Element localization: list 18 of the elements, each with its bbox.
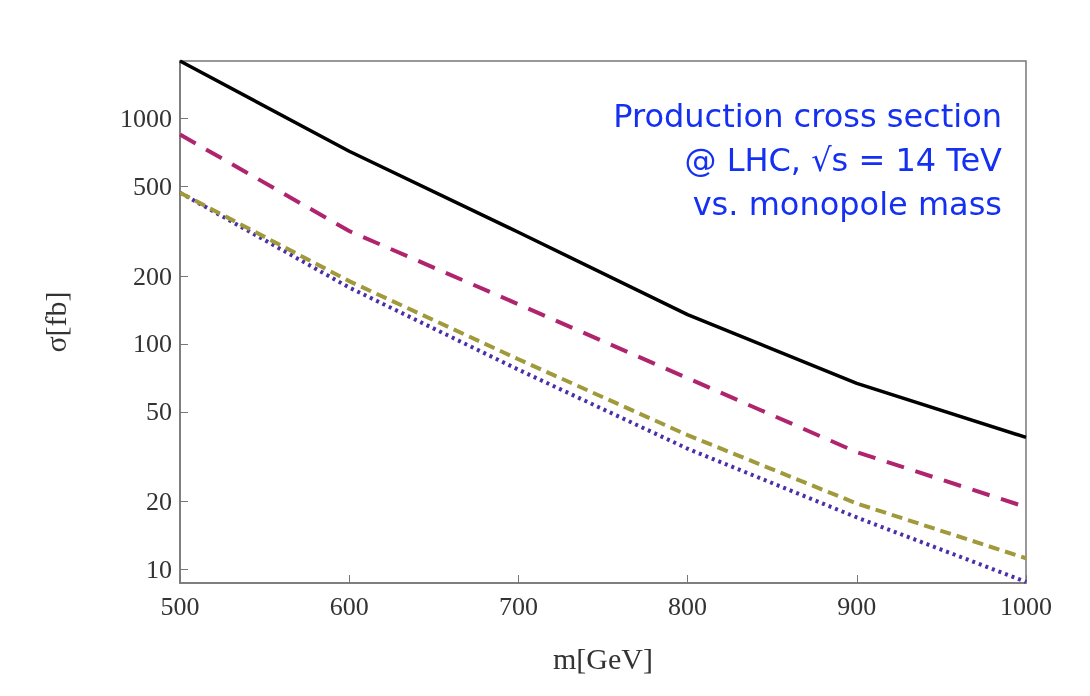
y-tick-label: 100: [133, 329, 172, 359]
y-tick-label: 500: [133, 171, 172, 201]
annotation: vs. monopole mass: [692, 185, 1002, 223]
y-tick-label: 1000: [120, 104, 172, 134]
y-tick-label: 20: [146, 487, 172, 517]
annotation: @ LHC, √s = 14 TeV: [684, 141, 1003, 179]
x-tick-label: 1000: [1000, 591, 1052, 621]
y-axis-title: σ[fb]: [38, 291, 72, 353]
x-axis-title: m[GeV]: [553, 641, 653, 675]
x-tick-label: 700: [498, 591, 538, 621]
x-tick-label: 800: [668, 591, 708, 621]
y-tick-label: 10: [146, 554, 172, 584]
line-series: [178, 59, 1028, 440]
x-tick-label: 900: [837, 591, 877, 621]
y-tick-label: 200: [133, 261, 172, 291]
y-tick-label: 50: [146, 397, 172, 427]
x-tick-label: 600: [329, 591, 369, 621]
annotation: Production cross section: [613, 97, 1002, 135]
